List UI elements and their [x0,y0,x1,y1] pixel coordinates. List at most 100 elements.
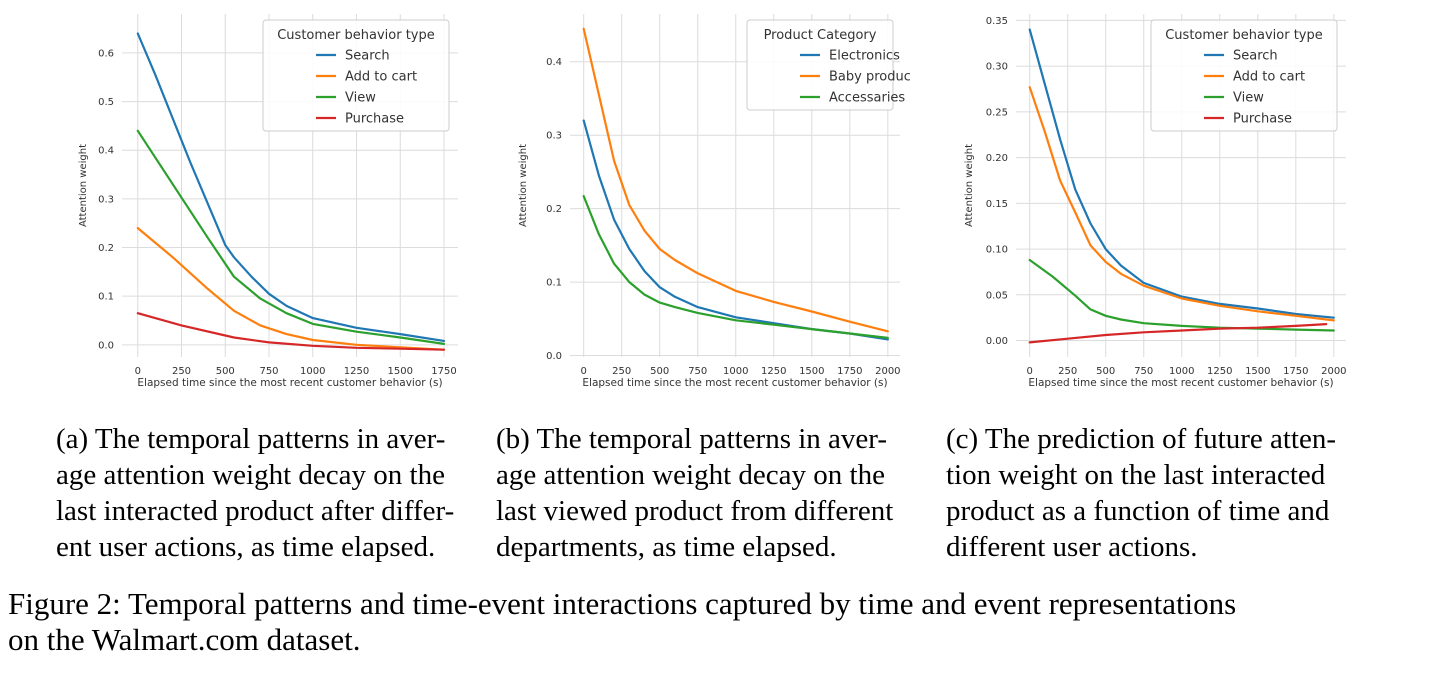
x-tick-label: 1000 [1169,366,1194,377]
y-tick-label: 0.25 [986,107,1008,118]
y-tick-label: 0.05 [986,290,1008,301]
y-tick-label: 0.10 [986,245,1008,256]
y-tick-label: 0.2 [98,243,114,254]
legend-entry: Purchase [345,112,404,127]
x-tick-label: 250 [172,366,191,377]
legend: Customer behavior type Search Add to cart V… [1150,19,1338,132]
x-tick-label: 1250 [761,366,786,377]
series-line-add-to-cart [1028,86,1335,322]
subcaption-line: different user actions. [946,531,1198,563]
legend: Product Category Electronics Baby products… [746,19,910,111]
y-tick-label: 0.30 [986,62,1008,73]
chart-panel-b: 0 250 500 750 1000 1250 1500 1750 2000 0.0 0.1 0.2 0… [518,14,910,389]
subcaption-line: (b) The temporal patterns in aver- [496,423,888,455]
subcaption-line: last interacted product after differ- [56,495,455,527]
subcaption-line: (a) The temporal patterns in aver- [56,423,446,455]
x-tick-label: 750 [688,366,707,377]
chart-panel-a: 0 250 500 750 1000 1250 1500 1750 0.0 0.1 0.2 0.3 0.… [78,14,458,389]
y-tick-label: 0.5 [98,97,114,108]
y-tick-label: 0.00 [986,336,1008,347]
legend-title: Customer behavior type [1165,28,1323,43]
subcaption-b: (b) The temporal patterns in aver- age a… [496,421,924,565]
y-axis-label: Attention weight [964,144,975,227]
legend-title: Customer behavior type [277,28,435,43]
y-axis-label: Attention weight [518,144,529,227]
y-tick-label: 0.1 [98,292,114,303]
series-line-purchase [136,312,446,351]
subcaption-line: tion weight on the last interacted [946,459,1326,491]
series-line-accessaries [582,195,889,339]
y-tick-label: 0.4 [546,57,562,68]
x-tick-label: 500 [216,366,235,377]
y-tick-label: 0.0 [546,351,562,362]
x-axis-label: Elapsed time since the most recent custo… [582,377,887,389]
x-tick-label: 1750 [431,366,456,377]
subcaption-line: ent user actions, as time elapsed. [56,531,436,563]
legend-box [262,19,450,132]
subcaption-line: last viewed product from different [496,495,894,527]
legend-entry: View [1233,91,1264,106]
series-line-baby-products [582,27,889,333]
x-tick-label: 250 [1058,366,1077,377]
x-tick-label: 0 [1026,366,1032,377]
subcaption-c: (c) The prediction of future atten- tion… [946,421,1374,565]
y-axis-label: Attention weight [78,144,89,227]
legend-entry: Add to cart [345,70,417,85]
x-tick-label: 250 [612,366,631,377]
figure-caption-line: on the Walmart.com dataset. [8,622,361,657]
y-tick-label: 0.2 [546,204,562,215]
y-tick-label: 0.20 [986,153,1008,164]
x-axis-label: Elapsed time since the most recent custo… [1028,377,1333,389]
y-tick-label: 0.35 [986,16,1008,27]
legend-title: Product Category [764,28,877,43]
series-line-search [1028,28,1335,319]
x-tick-label: 1500 [799,366,824,377]
legend-entry: View [345,91,376,106]
legend-entry: Search [1233,49,1278,64]
legend-entry: Electronics [829,49,900,64]
x-axis-label: Elapsed time since the most recent custo… [137,377,442,389]
legend-entry: Purchase [1233,112,1292,127]
x-tick-label: 1000 [300,366,325,377]
legend-entry: Search [345,49,390,64]
subcaption-line: (c) The prediction of future atten- [946,423,1336,455]
x-tick-label: 750 [1134,366,1153,377]
figure-caption: Figure 2: Temporal patterns and time-eve… [8,586,1432,658]
x-tick-label: 1250 [344,366,369,377]
subcaption-line: age attention weight decay on the [496,459,885,491]
legend-entry: Baby products [829,70,910,85]
series-line-view [1028,258,1335,332]
series-line-add-to-cart [136,227,446,351]
x-tick-label: 500 [1096,366,1115,377]
chart-panel-c: 0 250 500 750 1000 1250 1500 1750 2000 0.00 0.05 0.… [964,14,1347,389]
x-tick-label: 750 [259,366,278,377]
y-tick-label: 0.4 [98,146,114,157]
x-tick-label: 2000 [875,366,900,377]
subcaption-line: product as a function of time and [946,495,1330,527]
subcaption-a: (a) The temporal patterns in aver- age a… [56,421,484,565]
y-tick-label: 0.0 [98,340,114,351]
x-tick-label: 0 [135,366,141,377]
legend-box [1150,19,1338,132]
figure-caption-line: Figure 2: Temporal patterns and time-eve… [8,586,1237,621]
y-tick-label: 0.6 [98,48,114,59]
subcaption-line: age attention weight decay on the [56,459,445,491]
subcaption-line: departments, as time elapsed. [496,531,837,563]
x-tick-label: 1000 [723,366,748,377]
legend-box [746,19,894,111]
y-tick-label: 0.3 [98,194,114,205]
x-tick-label: 1500 [388,366,413,377]
series-line-purchase [1028,323,1328,344]
series-line-view [136,129,446,345]
x-tick-label: 1750 [837,366,862,377]
x-tick-label: 500 [650,366,669,377]
legend: Customer behavior type Search Add to cart V… [262,19,450,132]
y-tick-label: 0.3 [546,131,562,142]
y-tick-label: 0.15 [986,199,1008,210]
x-tick-label: 2000 [1321,366,1346,377]
x-tick-label: 1500 [1245,366,1270,377]
x-tick-label: 1750 [1283,366,1308,377]
y-tick-label: 0.1 [546,278,562,289]
x-tick-label: 1250 [1207,366,1232,377]
legend-entry: Accessaries [829,91,905,106]
